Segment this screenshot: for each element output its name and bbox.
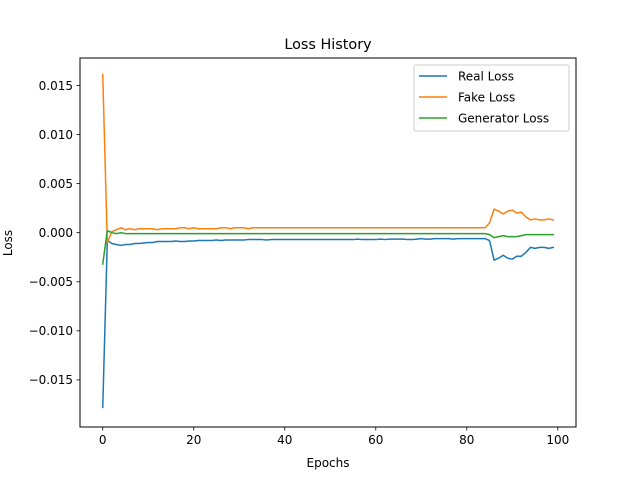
legend-label: Generator Loss bbox=[458, 111, 549, 125]
y-tick-label: 0.010 bbox=[39, 128, 73, 142]
x-axis-label: Epochs bbox=[307, 456, 350, 470]
x-tick-label: 60 bbox=[368, 433, 383, 447]
series-line-1 bbox=[101, 237, 555, 409]
x-tick-label: 40 bbox=[277, 433, 292, 447]
y-tick-label: −0.015 bbox=[29, 373, 73, 387]
legend-label: Real Loss bbox=[458, 69, 514, 83]
y-tick-label: 0.000 bbox=[39, 226, 73, 240]
y-tick-label: −0.010 bbox=[29, 324, 73, 338]
y-axis-label: Loss bbox=[1, 230, 15, 256]
y-axis-ticks: −0.015 −0.010 −0.005 0.000 0.005 0.010 0.015 bbox=[29, 79, 80, 387]
x-tick-label: 0 bbox=[99, 433, 107, 447]
y-tick-label: 0.015 bbox=[39, 79, 73, 93]
x-axis-ticks: 0 20 40 60 80 100 bbox=[99, 427, 569, 447]
axes-frame bbox=[79, 57, 577, 428]
x-tick-label: 80 bbox=[459, 433, 474, 447]
plot-lines bbox=[101, 73, 555, 409]
chart-title: Loss History bbox=[284, 37, 372, 53]
legend-label: Fake Loss bbox=[458, 90, 515, 104]
x-tick-label: 20 bbox=[186, 433, 201, 447]
y-tick-label: −0.005 bbox=[29, 275, 73, 289]
series-line-2 bbox=[101, 73, 555, 244]
y-tick-label: 0.005 bbox=[39, 177, 73, 191]
legend-box bbox=[413, 64, 570, 132]
x-tick-label: 100 bbox=[546, 433, 569, 447]
legend: Real Loss Fake Loss Generator Loss bbox=[413, 64, 570, 132]
series-line-3 bbox=[101, 229, 554, 265]
